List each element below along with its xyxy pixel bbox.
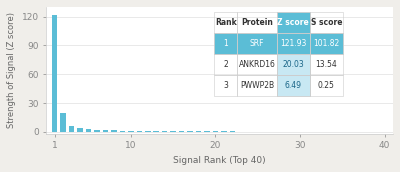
- Bar: [214, 33, 237, 54]
- Bar: [230, 131, 235, 132]
- Bar: [310, 12, 343, 33]
- Text: 101.82: 101.82: [313, 39, 340, 48]
- Bar: [103, 130, 108, 132]
- Text: 1: 1: [223, 39, 228, 48]
- Bar: [120, 131, 125, 132]
- Bar: [69, 126, 74, 132]
- Bar: [170, 131, 176, 132]
- Bar: [214, 12, 237, 33]
- Bar: [277, 75, 310, 96]
- Bar: [277, 33, 310, 54]
- Bar: [204, 131, 210, 132]
- Bar: [221, 131, 227, 132]
- Bar: [77, 128, 83, 132]
- Bar: [145, 131, 150, 132]
- Text: SRF: SRF: [250, 39, 264, 48]
- Bar: [196, 131, 201, 132]
- Text: 2: 2: [223, 60, 228, 69]
- Bar: [52, 15, 58, 132]
- Bar: [111, 130, 117, 132]
- Bar: [214, 75, 237, 96]
- Text: 13.54: 13.54: [316, 60, 337, 69]
- Bar: [277, 54, 310, 75]
- Bar: [237, 33, 277, 54]
- Bar: [237, 75, 277, 96]
- Bar: [277, 12, 310, 33]
- Bar: [214, 33, 237, 54]
- Text: 0.25: 0.25: [318, 81, 335, 90]
- Bar: [237, 12, 277, 33]
- Text: PWWP2B: PWWP2B: [240, 81, 274, 90]
- Bar: [162, 131, 168, 132]
- Bar: [277, 33, 310, 54]
- Bar: [154, 131, 159, 132]
- Bar: [277, 12, 310, 33]
- Bar: [310, 33, 343, 54]
- Text: ANKRD16: ANKRD16: [238, 60, 275, 69]
- Bar: [310, 75, 343, 96]
- Bar: [277, 75, 310, 96]
- Bar: [94, 130, 100, 132]
- Bar: [128, 131, 134, 132]
- Bar: [277, 54, 310, 75]
- Bar: [214, 54, 237, 75]
- Bar: [136, 131, 142, 132]
- Bar: [179, 131, 184, 132]
- Bar: [237, 54, 277, 75]
- X-axis label: Signal Rank (Top 40): Signal Rank (Top 40): [173, 156, 266, 165]
- Y-axis label: Strength of Signal (Z score): Strength of Signal (Z score): [7, 12, 16, 128]
- Bar: [187, 131, 193, 132]
- Bar: [86, 129, 91, 132]
- Bar: [213, 131, 218, 132]
- Bar: [237, 33, 277, 54]
- Text: 6.49: 6.49: [285, 81, 302, 90]
- Text: 20.03: 20.03: [282, 60, 304, 69]
- Text: 3: 3: [223, 81, 228, 90]
- Text: 121.93: 121.93: [280, 39, 306, 48]
- Text: S score: S score: [310, 18, 342, 27]
- Bar: [60, 113, 66, 132]
- Text: Z score: Z score: [278, 18, 309, 27]
- Bar: [310, 33, 343, 54]
- Bar: [310, 54, 343, 75]
- Text: Rank: Rank: [215, 18, 237, 27]
- Text: Protein: Protein: [241, 18, 273, 27]
